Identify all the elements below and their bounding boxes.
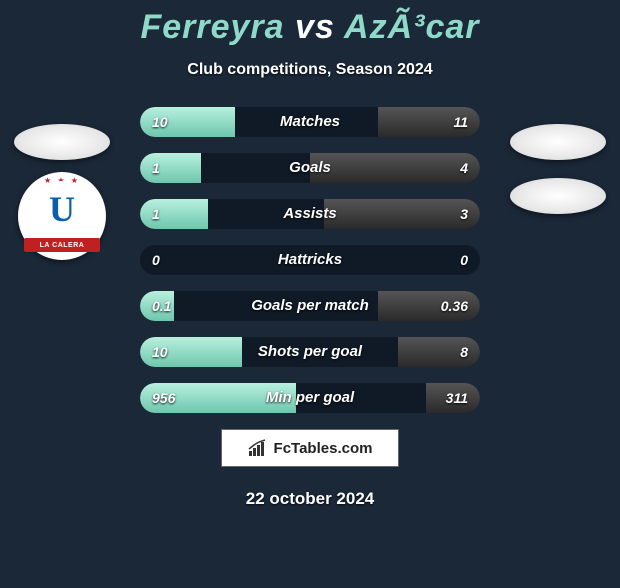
stat-label: Hattricks	[140, 245, 480, 275]
stat-row: 10Matches11	[140, 107, 480, 137]
stat-value-right: 8	[460, 337, 468, 367]
stat-label: Min per goal	[140, 383, 480, 413]
right-badge-column	[508, 124, 608, 214]
stat-value-right: 4	[460, 153, 468, 183]
right-ellipse-badge-2	[510, 178, 606, 214]
club-logo-letter	[42, 194, 82, 238]
stat-label: Assists	[140, 199, 480, 229]
stat-value-right: 0.36	[441, 291, 468, 321]
stat-label: Goals per match	[140, 291, 480, 321]
chart-icon	[248, 439, 270, 457]
stat-row: 1Assists3	[140, 199, 480, 229]
stat-row: 956Min per goal311	[140, 383, 480, 413]
subtitle: Club competitions, Season 2024	[0, 61, 620, 79]
club-logo: ★ ★ ★ LA CALERA	[18, 172, 106, 260]
stat-row: 0Hattricks0	[140, 245, 480, 275]
watermark: FcTables.com	[221, 429, 399, 467]
vs-text: vs	[295, 8, 335, 46]
page-title: Ferreyra vs AzÃ³car	[0, 8, 620, 47]
left-badge-column: ★ ★ ★ LA CALERA	[12, 124, 112, 260]
player2-name: AzÃ³car	[344, 8, 479, 46]
stat-row: 0.1Goals per match0.36	[140, 291, 480, 321]
stat-value-right: 3	[460, 199, 468, 229]
stat-label: Shots per goal	[140, 337, 480, 367]
player1-name: Ferreyra	[140, 8, 284, 46]
left-ellipse-badge	[14, 124, 110, 160]
stat-label: Goals	[140, 153, 480, 183]
stat-label: Matches	[140, 107, 480, 137]
club-logo-ribbon: LA CALERA	[24, 238, 100, 252]
stat-row: 1Goals4	[140, 153, 480, 183]
stat-row: 10Shots per goal8	[140, 337, 480, 367]
watermark-text: FcTables.com	[274, 440, 373, 457]
stat-value-right: 11	[453, 107, 468, 137]
date-text: 22 october 2024	[0, 489, 620, 509]
right-ellipse-badge-1	[510, 124, 606, 160]
stat-value-right: 0	[460, 245, 468, 275]
stat-value-right: 311	[446, 383, 468, 413]
